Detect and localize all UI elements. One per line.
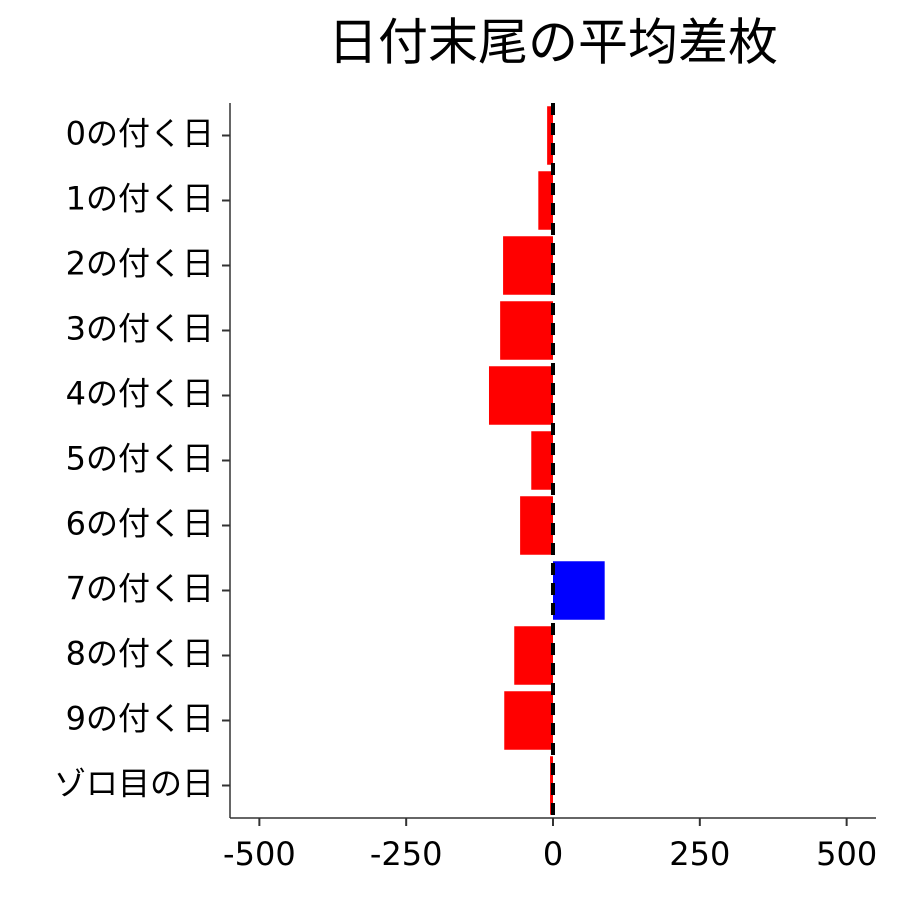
y-tick-label: 5の付く日	[66, 440, 214, 478]
bar	[538, 171, 553, 230]
bar	[514, 626, 553, 685]
y-tick-label: 8の付く日	[66, 635, 214, 673]
bar	[547, 106, 553, 165]
bar	[520, 496, 553, 555]
y-tick-label: 2の付く日	[66, 245, 214, 283]
y-tick-label: 1の付く日	[66, 180, 214, 218]
x-tick-label: -250	[370, 835, 443, 873]
chart-title: 日付末尾の平均差枚	[328, 14, 778, 72]
x-tick-label: 0	[543, 835, 563, 873]
y-tick-label: 9の付く日	[66, 700, 214, 738]
x-tick-label: 500	[816, 835, 877, 873]
bar	[500, 301, 553, 360]
y-tick-label: 7の付く日	[66, 570, 214, 608]
y-tick-label: ゾロ目の日	[54, 765, 214, 803]
bar	[553, 561, 605, 620]
bar	[488, 366, 553, 425]
x-tick-label: 250	[669, 835, 730, 873]
y-tick-label: 0の付く日	[66, 115, 214, 153]
bar	[531, 431, 553, 490]
y-tick-label: 3の付く日	[66, 310, 214, 348]
y-tick-label: 4の付く日	[66, 375, 214, 413]
x-tick-label: -500	[223, 835, 296, 873]
bar	[503, 236, 553, 295]
bar	[504, 691, 553, 750]
y-tick-label: 6の付く日	[66, 505, 214, 543]
